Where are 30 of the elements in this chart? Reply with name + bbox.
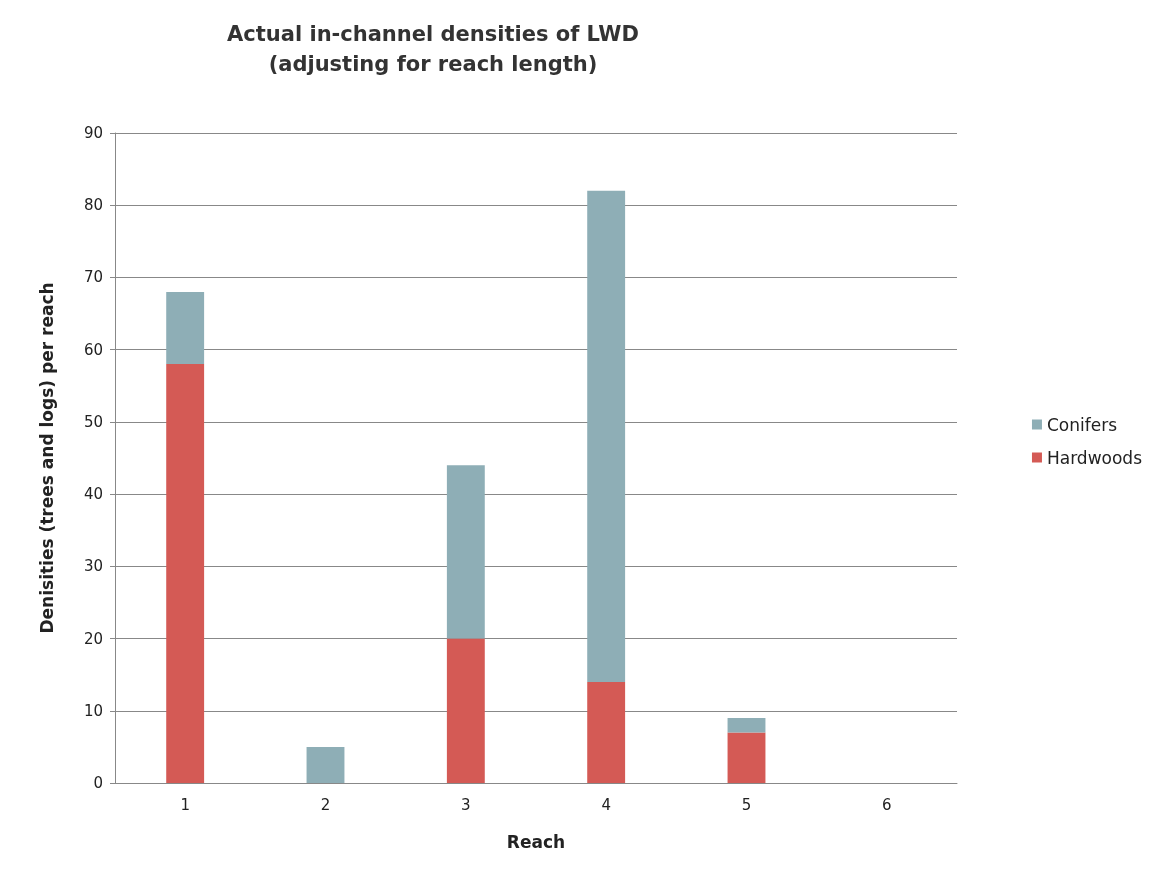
x-tick-label: 5 [741,795,752,814]
bar [446,638,485,783]
x-tick-label: 6 [882,795,892,814]
chart-title: Actual in-channel densities of LWD (adjusting for reach length) [227,22,639,76]
bar [166,364,205,783]
y-tick-label: 30 [83,557,103,576]
x-tick-label: 3 [461,795,471,814]
bar [587,681,626,783]
y-tick-label: 80 [83,196,103,215]
y-axis-title: Denisities (trees and logs) per reach [36,282,57,634]
y-tick-label: 10 [83,701,103,720]
legend-label: Conifers [1046,414,1118,435]
x-axis-title: Reach [506,831,566,852]
bar [446,465,485,639]
legend-label: Hardwoods [1046,447,1143,468]
bar [306,746,345,783]
y-tick-label: 90 [83,124,103,142]
x-tick-label: 4 [601,795,611,814]
bar [727,718,766,733]
bar [587,190,626,682]
y-tick-label: 50 [83,412,103,431]
bar [727,732,766,783]
y-tick-label: 70 [83,268,103,287]
y-tick-label: 0 [93,774,103,792]
y-tick-label: 60 [83,340,103,359]
x-tick-label: 2 [320,795,331,814]
x-tick-label: 1 [180,795,190,814]
y-tick-label: 40 [83,485,103,504]
bar [166,291,205,365]
y-tick-label: 20 [83,629,103,648]
